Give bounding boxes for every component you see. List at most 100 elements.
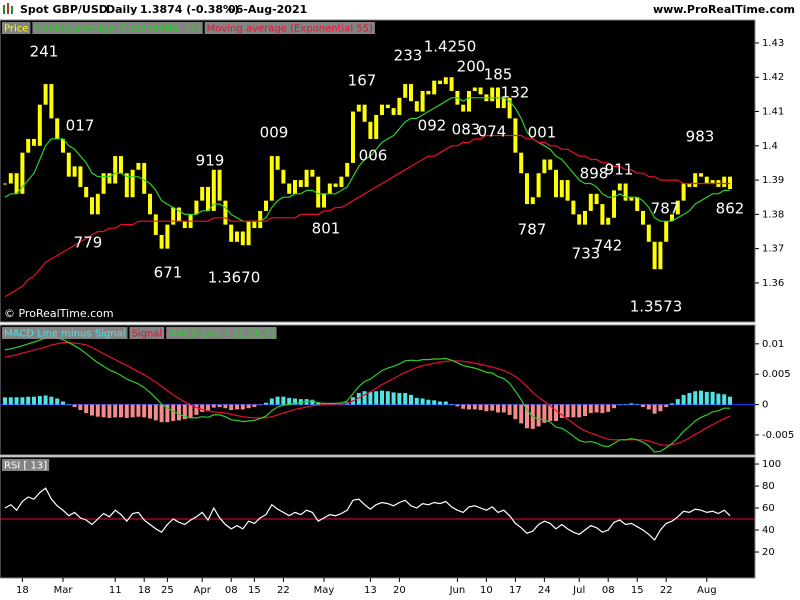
candle <box>652 241 657 270</box>
candle <box>159 234 164 249</box>
histogram-bar <box>652 404 657 414</box>
histogram-bar <box>20 397 25 405</box>
candle <box>565 180 570 201</box>
annotation: 983 <box>686 128 715 146</box>
candle <box>310 169 315 177</box>
histogram-bar <box>3 397 7 405</box>
histogram-bar <box>409 394 413 405</box>
candle <box>43 84 48 105</box>
candle <box>623 183 628 201</box>
series-line <box>4 97 730 222</box>
candle <box>119 156 123 174</box>
x-tick-label: 15 <box>631 585 644 596</box>
histogram-bar <box>269 398 274 405</box>
histogram-bar <box>374 391 379 405</box>
candle <box>217 169 222 201</box>
candle <box>588 193 593 211</box>
candle <box>246 221 251 246</box>
series-line <box>4 342 731 446</box>
histogram-bar <box>722 394 727 405</box>
histogram-bar <box>635 404 640 406</box>
legend-label: MACD Line minus Signal <box>4 329 125 340</box>
x-tick-label: 18 <box>16 585 29 596</box>
histogram-bar <box>130 404 135 418</box>
histogram-bar <box>397 393 402 405</box>
histogram-bar <box>704 391 709 405</box>
candle <box>507 97 512 119</box>
x-tick-label: Jul <box>572 585 585 596</box>
candle <box>472 87 477 91</box>
legend-label: Moving average (Exponential 55) <box>207 24 373 35</box>
histogram-bar <box>293 398 297 405</box>
candle <box>200 186 205 201</box>
rsi-panel <box>0 456 756 579</box>
candle <box>258 210 263 229</box>
histogram-bar <box>617 404 622 406</box>
candle <box>612 190 616 218</box>
candle <box>461 104 466 112</box>
candle <box>519 152 524 174</box>
candle <box>356 104 361 112</box>
candle <box>66 152 71 177</box>
candle <box>554 169 558 198</box>
annotation: 001 <box>528 124 557 142</box>
candle <box>32 138 36 146</box>
histogram-bar <box>72 404 77 408</box>
y-tick-label: 1.43 <box>762 38 784 49</box>
candle <box>304 169 309 187</box>
histogram-bar <box>565 404 570 418</box>
candle <box>333 183 338 187</box>
candle <box>478 87 483 95</box>
annotation: 862 <box>716 200 745 218</box>
histogram-bar <box>223 404 228 409</box>
histogram-bar <box>26 396 31 405</box>
histogram-bar <box>681 394 686 405</box>
legend-box <box>2 22 31 34</box>
candle <box>252 221 257 229</box>
candle <box>26 138 31 153</box>
legend-box <box>166 327 277 339</box>
candle <box>37 104 42 146</box>
candle <box>345 162 350 177</box>
candle <box>571 200 576 215</box>
legend-box <box>129 327 165 339</box>
histogram-bar <box>101 404 106 418</box>
candle <box>426 90 431 95</box>
histogram-bar <box>84 404 89 414</box>
macd-panel <box>0 324 756 456</box>
candle <box>229 224 234 242</box>
legend-box <box>204 22 375 34</box>
histogram-bar <box>559 404 564 418</box>
legend-box <box>2 459 50 471</box>
histogram-bar <box>658 404 663 412</box>
histogram-bar <box>217 404 222 408</box>
legend-box <box>2 327 128 339</box>
candle <box>542 159 547 174</box>
histogram-bar <box>496 404 500 413</box>
legend-label: MACD Line ( 12,26,9) <box>168 329 274 340</box>
candle <box>432 80 437 95</box>
annotation: 742 <box>594 237 623 255</box>
histogram-bar <box>664 404 669 408</box>
histogram-bar <box>542 404 547 423</box>
x-tick-label: 08 <box>602 585 615 596</box>
candle <box>316 176 321 208</box>
histogram-bar <box>107 404 112 418</box>
histogram-bar <box>240 404 245 410</box>
candle <box>49 84 54 119</box>
candle <box>95 193 100 215</box>
x-tick-label: 22 <box>660 585 673 596</box>
histogram-bar <box>438 401 442 405</box>
x-tick-label: 17 <box>509 585 522 596</box>
histogram-bar <box>525 404 529 429</box>
candle <box>525 173 529 205</box>
x-tick-label: 20 <box>393 585 406 596</box>
histogram-bar <box>461 404 466 409</box>
candle <box>351 111 355 163</box>
histogram-bar <box>200 404 205 412</box>
histogram-bar <box>716 393 721 405</box>
x-tick-label: 15 <box>248 585 261 596</box>
candle <box>90 197 94 215</box>
candle <box>235 231 239 242</box>
